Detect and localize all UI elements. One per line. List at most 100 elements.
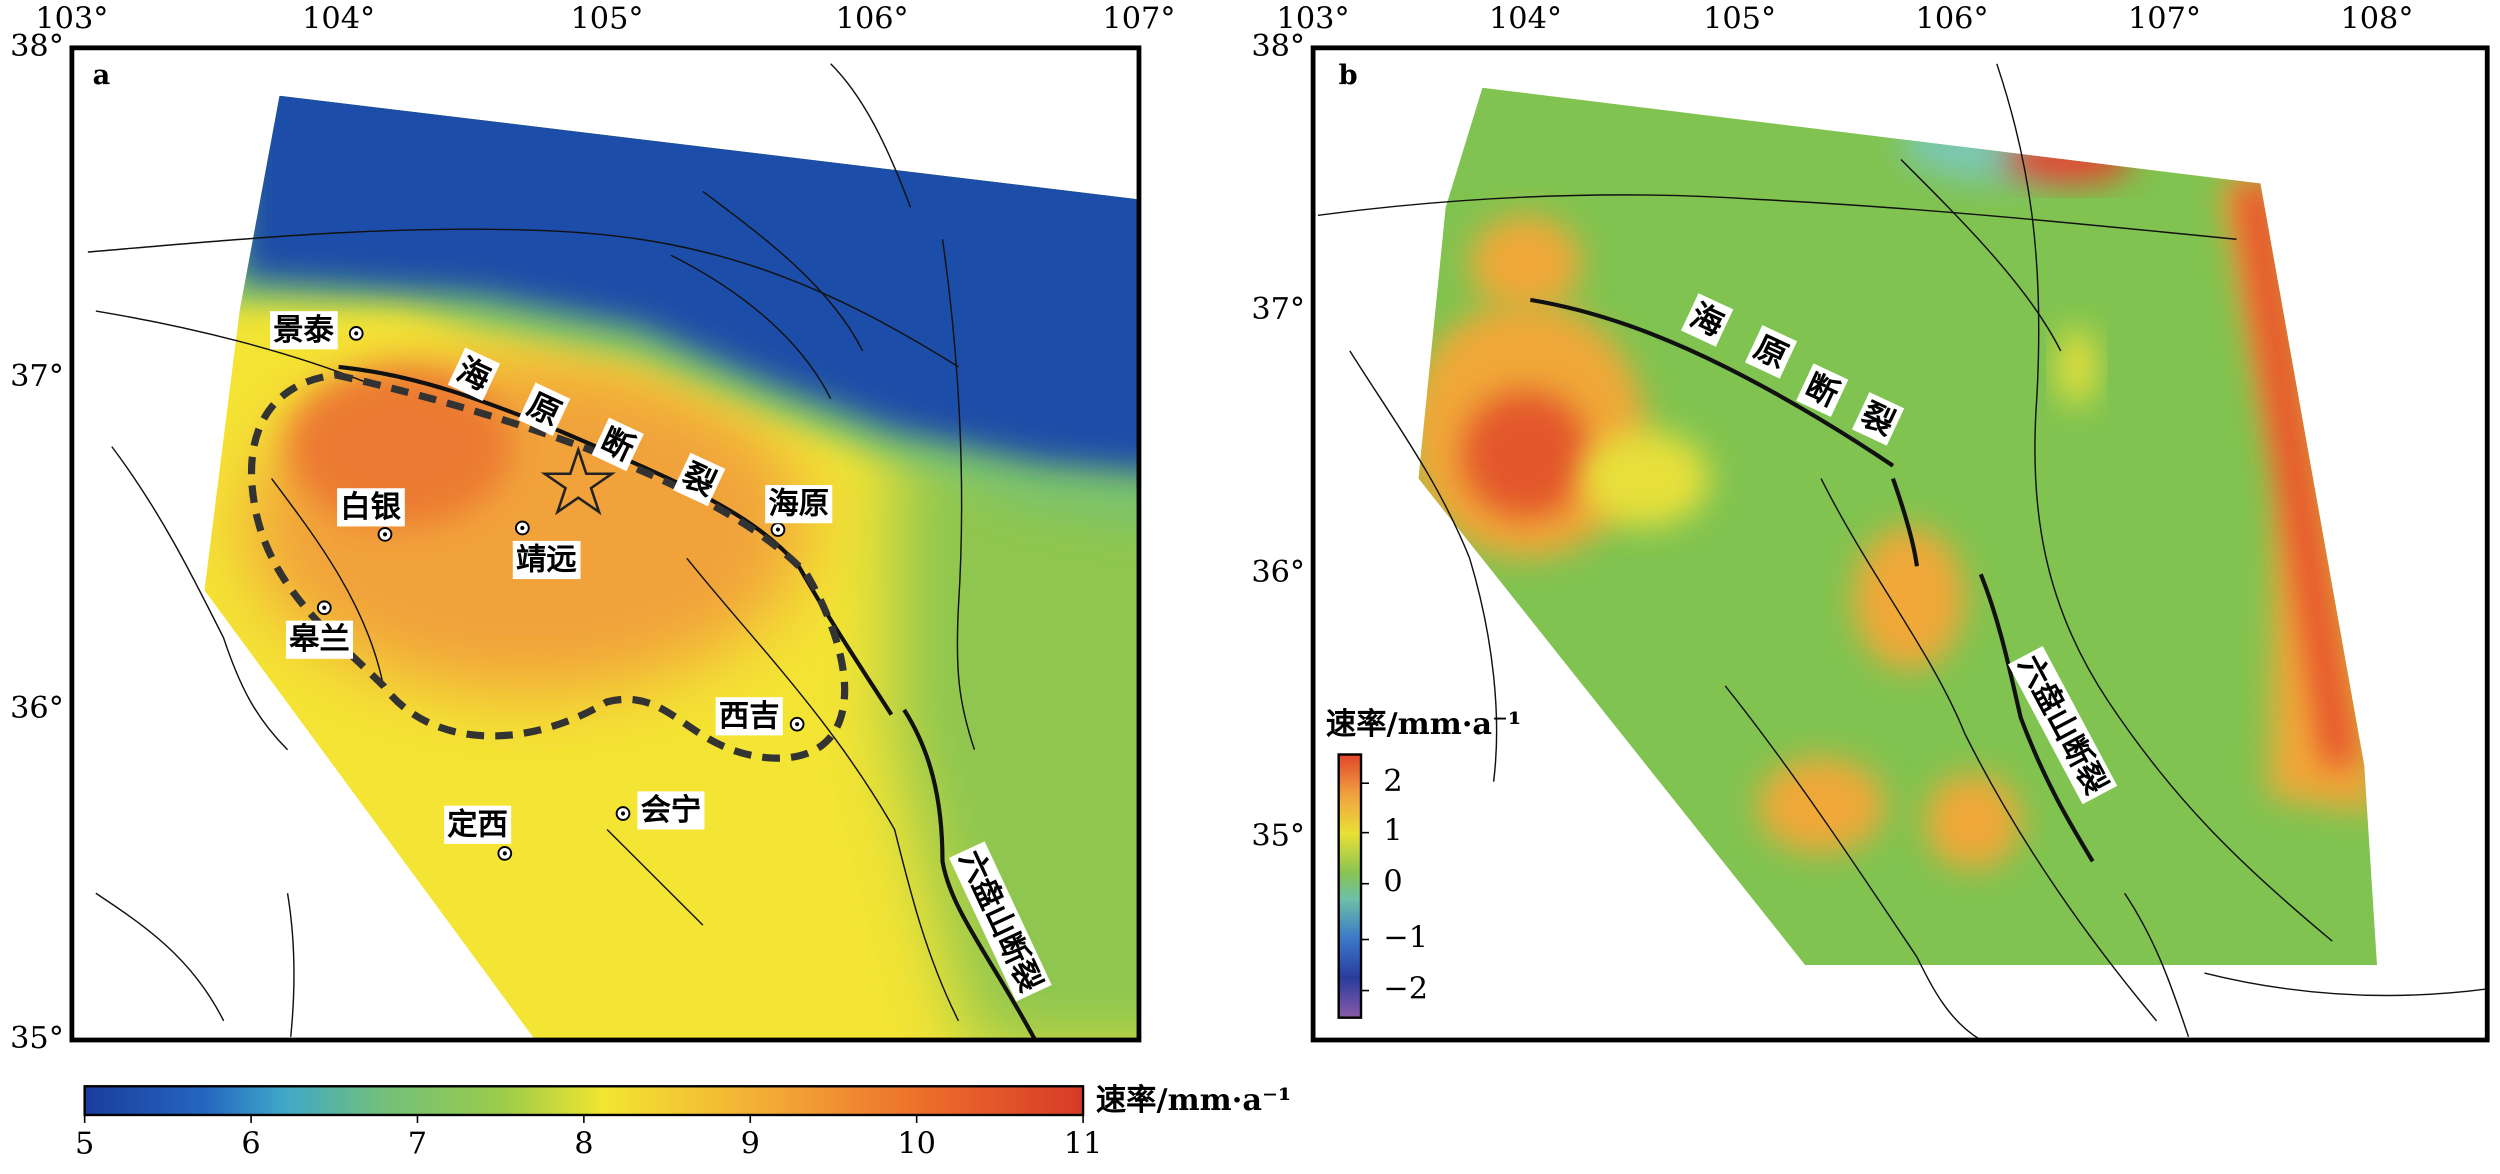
y-tick-label: 36° — [1251, 555, 1305, 590]
y-tick-label: 37° — [1251, 292, 1305, 327]
fault-label-bg — [1681, 293, 1734, 347]
colorbar-tick-label: 5 — [75, 1126, 94, 1161]
panel-label: a — [93, 60, 111, 91]
city-label-group: 西吉 — [715, 697, 783, 736]
colorbar-tick-label: 9 — [741, 1126, 760, 1161]
field-blob — [1469, 215, 1582, 312]
city-label-bg — [765, 485, 833, 524]
fault-trace — [270, 478, 385, 687]
colorbar-tick-label: 7 — [408, 1126, 427, 1161]
fault-trace — [1724, 685, 1982, 1041]
city-dot — [354, 331, 359, 336]
colorbar-a — [83, 1085, 1085, 1117]
field-blob — [1581, 430, 1710, 527]
velocity-field-b — [1418, 87, 2377, 966]
city-dot — [795, 722, 800, 727]
fault-label-bg — [673, 452, 726, 507]
fault-trace — [2124, 892, 2190, 1038]
fault-label-bg — [949, 841, 1052, 1002]
x-tick-label: 108° — [2340, 2, 2413, 37]
fault-label-bg — [518, 382, 571, 437]
city-label: 海原 — [768, 487, 829, 522]
fault-trace — [1349, 350, 1498, 782]
fault-trace — [941, 239, 976, 750]
city-dot — [620, 811, 626, 816]
city-dot — [382, 532, 388, 537]
y-tick-label: 35° — [10, 1021, 64, 1056]
fault-trace — [87, 228, 959, 368]
haiyuan-fault-trace — [1891, 477, 1919, 567]
field-blob — [1757, 757, 1885, 854]
fault-trace — [702, 190, 864, 352]
city-label: 西吉 — [719, 699, 780, 734]
fault-trace — [2204, 972, 2488, 997]
liupanshan-fault-trace — [1978, 573, 2095, 863]
city-label-group: 海原 — [765, 485, 833, 524]
y-tick-label: 37° — [10, 359, 64, 394]
city-label-bg — [637, 791, 705, 830]
panel-label: b — [1339, 60, 1358, 91]
y-tick-label: 38° — [1251, 29, 1305, 64]
colorbar-tick-label: 8 — [574, 1126, 593, 1161]
city-label-bg — [512, 540, 581, 580]
epicenter-star — [540, 445, 616, 516]
city-label: 皋兰 — [289, 622, 350, 657]
colorbar-tick-label: 0 — [1383, 865, 1402, 900]
city-label: 会宁 — [641, 793, 702, 828]
city-label-group: 皋兰 — [285, 620, 354, 659]
field-blob — [2057, 326, 2096, 407]
colorbar-label: 速率/mm·a⁻¹ — [1096, 1083, 1291, 1118]
x-tick-label: 103° — [1277, 2, 1350, 37]
city-label-bg — [285, 620, 354, 659]
frame-b — [1310, 45, 2490, 1043]
city-label: 白银 — [340, 490, 401, 525]
colorbar-tick-label: 2 — [1383, 764, 1402, 799]
city-label: 景泰 — [273, 313, 334, 348]
city-label: 定西 — [447, 807, 508, 842]
minor-faults — [87, 63, 2488, 1041]
colorbar-tick-label: 10 — [897, 1126, 936, 1161]
liupanshan-fault-trace — [902, 708, 1037, 1041]
fault-label-bg — [1851, 392, 1905, 446]
field-blob — [1924, 773, 2021, 870]
field-blob — [1853, 526, 1965, 670]
fault-label-bg — [2008, 645, 2118, 805]
city-dot — [322, 605, 327, 610]
fault-trace — [830, 63, 912, 208]
city-label-bg — [715, 697, 783, 736]
colorbar-tick-label: −2 — [1383, 972, 1428, 1007]
city-dot — [502, 851, 507, 856]
y-tick-label: 36° — [10, 691, 64, 726]
fault-label-bg — [591, 417, 644, 472]
colorbar-tick-label: −1 — [1383, 921, 1428, 956]
fault-trace — [1820, 478, 2158, 1022]
city-dot — [520, 525, 525, 531]
x-tick-label: 104° — [302, 2, 375, 37]
fault-trace — [606, 828, 704, 926]
city-label-group: 定西 — [444, 805, 512, 844]
colorbar-b — [1337, 753, 1363, 1019]
fault-trace — [95, 310, 368, 384]
y-tick-label: 38° — [10, 29, 64, 64]
city-label-group: 白银 — [337, 488, 405, 527]
fault-trace — [286, 893, 295, 1037]
haiyuan-fault-trace — [1530, 297, 1895, 468]
frame-a — [69, 45, 1142, 1043]
x-tick-label: 107° — [1102, 2, 1175, 37]
city-label-group: 靖远 — [512, 540, 581, 580]
y-tick-label: 35° — [1251, 818, 1305, 853]
fault-label-bg — [1796, 363, 1849, 417]
fault-trace — [1996, 63, 2333, 942]
x-tick-label: 107° — [2128, 2, 2201, 37]
fault-label-bg — [1744, 325, 1798, 379]
x-tick-label: 106° — [1916, 2, 1989, 37]
colorbar-tick-label: 1 — [1383, 814, 1402, 849]
fault-trace — [670, 254, 832, 400]
fault-trace — [111, 446, 289, 751]
city-label-bg — [269, 311, 338, 350]
velocity-field-a — [204, 95, 1139, 1041]
city-label-bg — [444, 805, 512, 844]
fault-trace — [1317, 194, 2237, 240]
faults — [87, 63, 2488, 1041]
